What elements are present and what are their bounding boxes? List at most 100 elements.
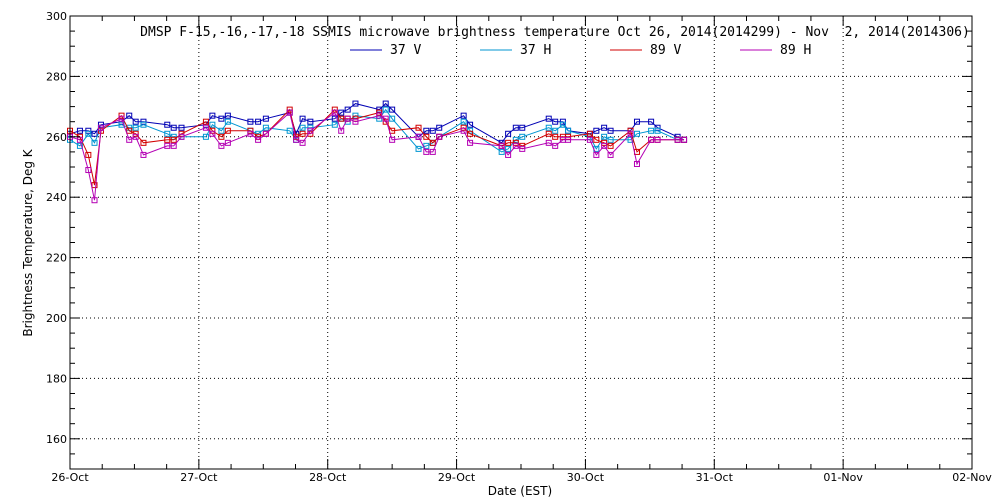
data-point-37-h: [648, 127, 655, 134]
data-point-37-h: [607, 136, 614, 143]
data-point-89-h: [286, 109, 293, 116]
data-point-89-h: [593, 151, 600, 158]
data-point-37-h: [76, 142, 83, 149]
data-point-37-v: [344, 106, 351, 113]
data-point-37-h: [601, 133, 608, 140]
data-point-89-v: [376, 109, 383, 116]
data-point-37-h: [505, 145, 512, 152]
legend-item-89-h: 89 H: [740, 43, 811, 58]
data-point-89-h: [255, 136, 262, 143]
data-point-37-h: [299, 124, 306, 131]
data-point-89-h: [681, 136, 688, 143]
x-tick-label: 26-Oct: [51, 471, 89, 484]
data-point-89-h: [91, 197, 98, 204]
data-point-89-v: [415, 124, 422, 131]
data-point-89-h: [178, 133, 185, 140]
data-point-37-v: [593, 127, 600, 134]
legend: 37 V 37 H 89 V 89 H: [350, 43, 811, 58]
data-point-89-h: [293, 136, 300, 143]
data-point-37-h: [552, 127, 559, 134]
y-tick-label: 180: [46, 372, 67, 385]
data-point-37-v: [170, 124, 177, 131]
data-point-89-h: [505, 151, 512, 158]
data-point-37-h: [545, 124, 552, 131]
data-point-37-v: [633, 118, 640, 125]
data-point-37-h: [140, 121, 147, 128]
data-point-89-v: [224, 127, 231, 134]
data-point-89-h: [586, 136, 593, 143]
data-point-37-h: [164, 130, 171, 137]
data-point-37-v: [519, 124, 526, 131]
data-point-37-h: [85, 130, 92, 137]
data-point-37-h: [654, 127, 661, 134]
legend-label-89-h: 89 H: [780, 43, 811, 58]
data-point-89-h: [389, 136, 396, 143]
data-point-37-v: [352, 100, 359, 107]
data-point-37-h: [565, 127, 572, 134]
data-point-37-v: [132, 118, 139, 125]
data-point-89-v: [607, 142, 614, 149]
data-point-89-v: [140, 139, 147, 146]
data-point-89-v: [338, 115, 345, 122]
data-point-89-v: [552, 133, 559, 140]
data-point-89-h: [467, 139, 474, 146]
data-point-37-v: [429, 127, 436, 134]
y-tick-label: 160: [46, 433, 67, 446]
data-point-37-h: [519, 133, 526, 140]
data-point-37-v: [545, 115, 552, 122]
data-point-37-v: [389, 106, 396, 113]
data-point-37-v: [607, 127, 614, 134]
x-tick-label: 29-Oct: [438, 471, 476, 484]
data-point-89-h: [247, 130, 254, 137]
data-point-89-h: [352, 118, 359, 125]
data-point-37-v: [76, 127, 83, 134]
chart-title: DMSP F-15,-16,-17,-18 SSMIS microwave br…: [140, 25, 970, 40]
data-point-89-h: [331, 109, 338, 116]
data-point-89-h: [460, 127, 467, 134]
data-point-37-h: [498, 148, 505, 155]
data-point-37-v: [299, 115, 306, 122]
data-point-37-h: [202, 133, 209, 140]
data-point-37-v: [601, 124, 608, 131]
data-point-37-h: [633, 130, 640, 137]
data-point-89-v: [423, 133, 430, 140]
data-point-89-h: [170, 142, 177, 149]
data-point-89-h: [164, 142, 171, 149]
data-point-89-v: [91, 182, 98, 189]
data-point-37-v: [178, 124, 185, 131]
data-point-89-v: [460, 124, 467, 131]
y-tick-label: 240: [46, 191, 67, 204]
x-tick-label: 01-Nov: [823, 471, 863, 484]
data-point-89-h: [545, 139, 552, 146]
data-point-89-h: [565, 136, 572, 143]
data-point-37-h: [132, 124, 139, 131]
data-point-89-v: [202, 118, 209, 125]
legend-item-89-v: 89 V: [610, 43, 681, 58]
data-point-89-h: [209, 130, 216, 137]
plot-area: [70, 16, 972, 469]
data-point-89-h: [423, 148, 430, 155]
x-axis-title: Date (EST): [488, 484, 552, 498]
data-point-89-h: [224, 139, 231, 146]
data-point-37-v: [262, 115, 269, 122]
data-point-37-v: [498, 139, 505, 146]
data-point-89-h: [633, 160, 640, 167]
y-tick-label: 280: [46, 70, 67, 83]
y-tick-label: 260: [46, 131, 67, 144]
data-point-89-h: [85, 167, 92, 174]
data-point-37-v: [436, 124, 443, 131]
data-point-89-v: [126, 127, 133, 134]
data-point-37-h: [262, 124, 269, 131]
data-point-37-h: [415, 145, 422, 152]
data-point-89-h: [512, 142, 519, 149]
data-point-89-v: [170, 136, 177, 143]
y-tick-label: 220: [46, 252, 67, 265]
x-tick-label: 28-Oct: [309, 471, 347, 484]
data-point-37-h: [209, 121, 216, 128]
data-point-89-h: [552, 142, 559, 149]
data-point-89-h: [674, 136, 681, 143]
data-point-37-h: [331, 121, 338, 128]
data-point-89-h: [126, 136, 133, 143]
data-point-37-v: [552, 118, 559, 125]
